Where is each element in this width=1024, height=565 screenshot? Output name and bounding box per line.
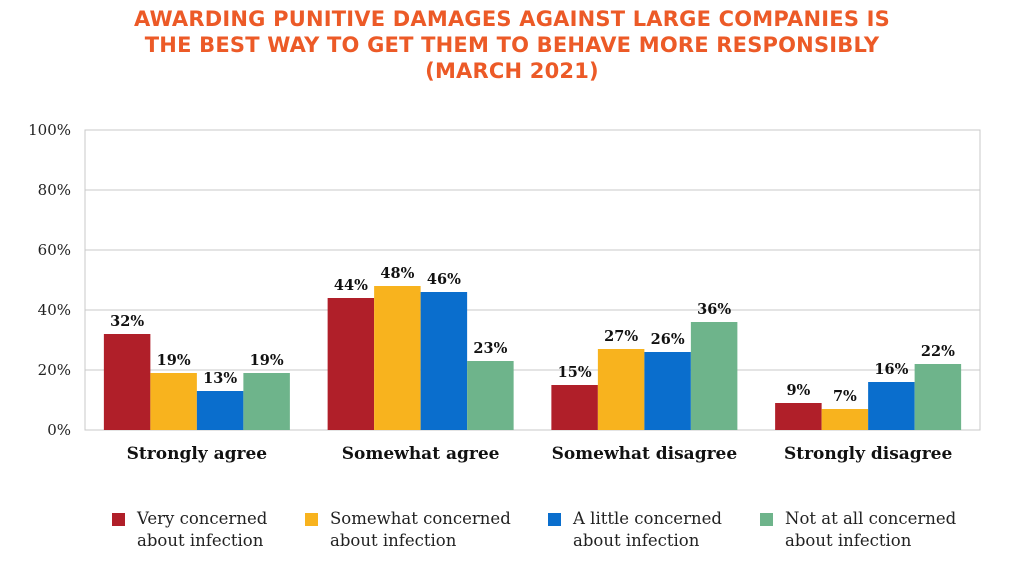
data-label: 15% — [558, 364, 592, 381]
data-label: 19% — [250, 352, 284, 369]
data-label: 48% — [380, 265, 414, 282]
y-tick-label: 80% — [38, 181, 71, 199]
legend-label: Not at all concerned about infection — [785, 508, 956, 552]
legend-label-line: Not at all concerned — [785, 509, 957, 528]
legend-label-line: Somewhat concerned — [330, 509, 511, 528]
data-label: 32% — [110, 313, 144, 330]
chart-title: AWARDING PUNITIVE DAMAGES AGAINST LARGE … — [0, 6, 1024, 84]
data-label: 46% — [427, 271, 461, 288]
data-label: 27% — [604, 328, 638, 345]
legend-label-line: about infection — [330, 531, 457, 550]
data-label: 13% — [203, 370, 237, 387]
bar — [420, 292, 468, 430]
category-label: Somewhat disagree — [552, 444, 738, 464]
legend-swatch — [305, 513, 318, 526]
bar — [821, 409, 869, 430]
data-label: 36% — [697, 301, 731, 318]
bar — [196, 391, 244, 430]
chart-title-line: (MARCH 2021) — [425, 59, 599, 83]
legend-label: Somewhat concerned about infection — [330, 508, 511, 552]
y-tick-label: 40% — [38, 301, 71, 319]
legend-swatch — [548, 513, 561, 526]
data-label: 7% — [833, 388, 857, 405]
bar — [644, 352, 691, 430]
bar — [374, 286, 421, 430]
bar — [467, 361, 514, 430]
data-label: 19% — [157, 352, 191, 369]
category-label: Somewhat agree — [342, 444, 500, 464]
bar — [103, 334, 151, 430]
bar — [327, 298, 375, 430]
legend-label: Very concerned about infection — [137, 508, 267, 552]
legend-label: A little concerned about infection — [573, 508, 722, 552]
y-tick-label: 0% — [47, 421, 71, 439]
legend-label-line: about infection — [785, 531, 912, 550]
chart-title-line: THE BEST WAY TO GET THEM TO BEHAVE MORE … — [144, 33, 880, 57]
data-label: 26% — [651, 331, 685, 348]
y-tick-label: 60% — [38, 241, 71, 259]
data-label: 22% — [921, 343, 955, 360]
bar — [551, 385, 598, 430]
data-label: 44% — [334, 277, 368, 294]
category-label: Strongly agree — [127, 444, 268, 464]
data-label: 23% — [473, 340, 507, 357]
bar — [868, 382, 915, 430]
bar — [597, 349, 645, 430]
legend-label-line: Very concerned — [137, 509, 268, 528]
bar — [150, 373, 197, 430]
bar — [243, 373, 290, 430]
chart-title-line: AWARDING PUNITIVE DAMAGES AGAINST LARGE … — [133, 7, 891, 31]
data-label: 16% — [874, 361, 908, 378]
legend-swatch — [760, 513, 773, 526]
legend-label-line: about infection — [137, 531, 264, 550]
legend-label-line: A little concerned — [573, 509, 722, 528]
data-label: 9% — [786, 382, 810, 399]
legend-label-line: about infection — [573, 531, 700, 550]
y-tick-label: 20% — [38, 361, 71, 379]
legend-swatch — [112, 513, 125, 526]
bar — [775, 403, 822, 430]
bar — [914, 364, 962, 430]
y-tick-label: 100% — [28, 121, 71, 139]
bar — [690, 322, 738, 430]
bar-chart: 0% 20% 40% 60% 80% 100% 32% 19% 13% 19% Strongly a… — [28, 121, 981, 464]
category-label: Strongly disagree — [784, 444, 953, 464]
